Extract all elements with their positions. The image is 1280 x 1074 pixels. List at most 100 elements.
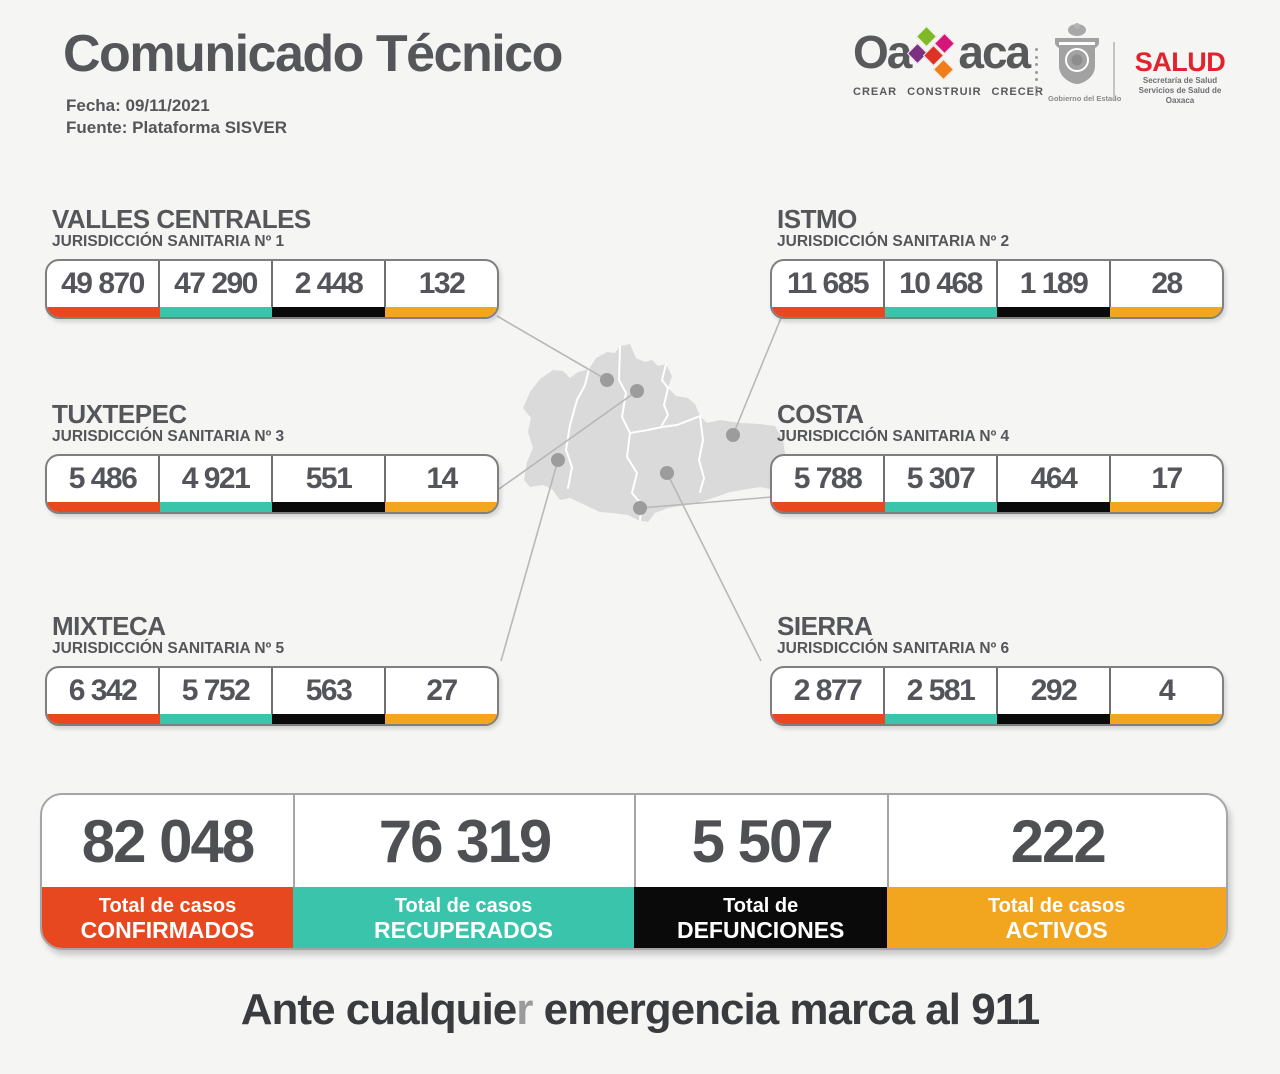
region-stats-table: 5 788 5 307 464 17 xyxy=(770,454,1224,514)
region-name: MIXTECA xyxy=(52,611,166,641)
deaths-value: 563 xyxy=(271,668,384,714)
region-stats-table: 6 342 5 752 563 27 xyxy=(45,666,499,726)
confirmed-strip xyxy=(47,502,160,512)
total-recovered-value: 76 319 xyxy=(293,795,634,887)
deaths-value: 551 xyxy=(271,456,384,502)
recovered-value: 4 921 xyxy=(158,456,271,502)
region-name: TUXTEPEC xyxy=(52,399,187,429)
government-crest: Gobierno del Estado xyxy=(1048,22,1121,103)
recovered-value: 2 581 xyxy=(883,668,996,714)
region-stats-table: 2 877 2 581 292 4 xyxy=(770,666,1224,726)
total-deaths-value: 5 507 xyxy=(633,795,887,887)
label-line2: DEFUNCIONES xyxy=(676,917,845,943)
active-strip xyxy=(1109,714,1222,724)
oaxaca-logo: Oa aca CREAR CONSTRUIR CRECER xyxy=(853,25,1043,98)
label-line2: ACTIVOS xyxy=(1005,917,1108,943)
active-strip xyxy=(384,502,497,512)
deaths-strip xyxy=(997,307,1110,317)
salud-subtitle-2: Servicios de Salud de Oaxaca xyxy=(1138,86,1222,105)
total-recovered-label: Total de casos RECUPERADOS xyxy=(293,887,634,948)
date-label: Fecha: 09/11/2021 xyxy=(66,96,210,115)
deaths-strip xyxy=(272,307,385,317)
deaths-strip xyxy=(272,714,385,724)
active-strip xyxy=(1109,307,1222,317)
confirmed-value: 2 877 xyxy=(793,674,863,707)
confirmed-value: 11 685 xyxy=(786,267,870,300)
recovered-strip xyxy=(884,714,997,724)
tagline-word: CREAR xyxy=(853,86,898,98)
region-stats-table: 49 870 47 290 2 448 132 xyxy=(45,259,499,319)
total-active-value: 222 xyxy=(887,795,1226,887)
label-line1: Total de xyxy=(723,895,799,917)
confirmed-strip xyxy=(772,307,885,317)
region-sierra: SIERRA JURISDICCIÓN SANITARIA Nº 6 2 877… xyxy=(770,612,1224,726)
branding-block: Oa aca CREAR CONSTRUIR CRECER xyxy=(845,18,1245,118)
oaxaca-state-shape xyxy=(523,344,786,522)
deaths-value: 2 448 xyxy=(271,261,384,307)
region-jurisdiction: JURISDICCIÓN SANITARIA Nº 3 xyxy=(52,428,285,445)
active-value: 17 xyxy=(1109,456,1222,502)
emergency-message: Ante cualquier emergencia marca al 911 xyxy=(0,985,1280,1035)
vertical-divider xyxy=(1113,42,1115,100)
total-deaths-label: Total de DEFUNCIONES xyxy=(633,887,888,948)
confirmed-strip xyxy=(772,502,885,512)
deaths-strip xyxy=(272,502,385,512)
region-mixteca: MIXTECA JURISDICCIÓN SANITARIA Nº 5 6 34… xyxy=(45,612,499,726)
active-value: 28 xyxy=(1109,261,1222,307)
deaths-value: 464 xyxy=(996,456,1109,502)
total-recovered-card: 76 319 Total de casos RECUPERADOS xyxy=(293,795,634,948)
confirmed-value: 6 342 xyxy=(68,674,138,707)
region-stats-table: 11 685 10 468 1 189 28 xyxy=(770,259,1224,319)
confirmed-value: 5 788 xyxy=(793,462,863,495)
recovered-strip xyxy=(159,307,272,317)
total-deaths-card: 5 507 Total de DEFUNCIONES xyxy=(633,795,888,948)
active-value: 14 xyxy=(384,456,497,502)
label-line1: Total de casos xyxy=(394,895,533,917)
recovered-strip xyxy=(159,502,272,512)
region-jurisdiction: JURISDICCIÓN SANITARIA Nº 6 xyxy=(777,640,1010,657)
page-title: Comunicado Técnico xyxy=(63,25,563,83)
region-jurisdiction: JURISDICCIÓN SANITARIA Nº 2 xyxy=(777,233,1010,250)
confirmed-value: 49 870 xyxy=(61,267,145,300)
total-active-card: 222 Total de casos ACTIVOS xyxy=(887,795,1226,948)
recovered-value: 47 290 xyxy=(158,261,271,307)
recovered-value: 5 307 xyxy=(883,456,996,502)
oaxaca-tagline: CREAR CONSTRUIR CRECER xyxy=(853,86,1043,98)
salud-logo-text: SALUD xyxy=(1134,47,1226,77)
salud-logo: SALUD Secretaría de Salud Servicios de S… xyxy=(1124,48,1236,106)
region-name: VALLES CENTRALES xyxy=(52,204,311,234)
confirmed-value: 5 486 xyxy=(68,462,138,495)
emergency-message-part2: emergencia marca al 911 xyxy=(532,985,1041,1034)
totals-summary-bar: 82 048 Total de casos CONFIRMADOS 76 319… xyxy=(40,793,1228,950)
connector-lines xyxy=(496,315,782,662)
label-line1: Total de casos xyxy=(987,895,1126,917)
total-confirmed-label: Total de casos CONFIRMADOS xyxy=(42,887,293,948)
oaxaca-logo-text-start: Oa xyxy=(853,26,912,78)
recovered-value: 5 752 xyxy=(158,668,271,714)
region-valles-centrales: VALLES CENTRALES JURISDICCIÓN SANITARIA … xyxy=(45,205,499,319)
oaxaca-diamonds-icon xyxy=(907,25,959,81)
active-value: 132 xyxy=(384,261,497,307)
oaxaca-logo-text-end: aca xyxy=(958,26,1031,78)
recovered-strip xyxy=(884,307,997,317)
confirmed-strip xyxy=(47,714,160,724)
emergency-message-gray-letter: r xyxy=(516,985,533,1034)
recovered-strip xyxy=(884,502,997,512)
region-stats-table: 5 486 4 921 551 14 xyxy=(45,454,499,514)
deaths-value: 292 xyxy=(996,668,1109,714)
recovered-value: 10 468 xyxy=(883,261,996,307)
location-dots xyxy=(551,373,740,515)
deaths-strip xyxy=(997,714,1110,724)
total-confirmed-value: 82 048 xyxy=(81,807,256,875)
region-istmo: ISTMO JURISDICCIÓN SANITARIA Nº 2 11 685… xyxy=(770,205,1224,319)
salud-subtitle-1: Secretaría de Salud xyxy=(1142,76,1218,85)
region-name: COSTA xyxy=(777,399,864,429)
region-jurisdiction: JURISDICCIÓN SANITARIA Nº 1 xyxy=(52,233,285,250)
deaths-value: 1 189 xyxy=(996,261,1109,307)
active-strip xyxy=(384,714,497,724)
jurisdiction-borders xyxy=(565,345,705,521)
dotted-separator xyxy=(1035,48,1038,96)
recovered-strip xyxy=(159,714,272,724)
active-value: 27 xyxy=(384,668,497,714)
